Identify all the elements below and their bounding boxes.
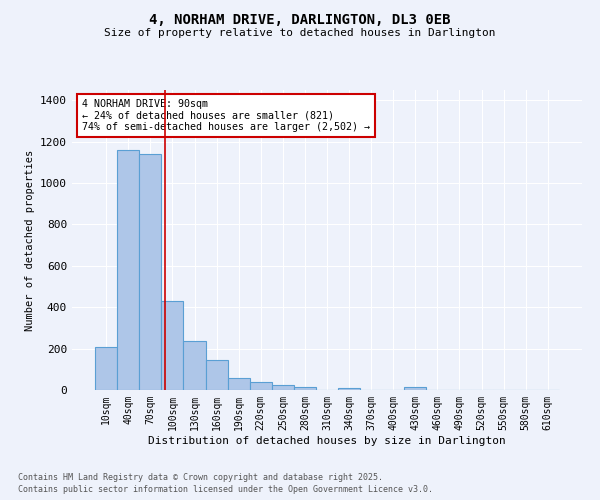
Bar (184, 342, 206, 390)
X-axis label: Distribution of detached houses by size in Darlington: Distribution of detached houses by size … (148, 436, 506, 446)
Bar (206, 360, 227, 390)
Text: Size of property relative to detached houses in Darlington: Size of property relative to detached ho… (104, 28, 496, 38)
Text: Contains HM Land Registry data © Crown copyright and database right 2025.: Contains HM Land Registry data © Crown c… (18, 472, 383, 482)
Bar (272, 385, 294, 390)
Bar (161, 301, 184, 390)
Bar (294, 388, 316, 390)
Bar (250, 382, 272, 390)
Text: 4 NORHAM DRIVE: 90sqm
← 24% of detached houses are smaller (821)
74% of semi-det: 4 NORHAM DRIVE: 90sqm ← 24% of detached … (82, 99, 370, 132)
Text: 4, NORHAM DRIVE, DARLINGTON, DL3 0EB: 4, NORHAM DRIVE, DARLINGTON, DL3 0EB (149, 12, 451, 26)
Text: Contains public sector information licensed under the Open Government Licence v3: Contains public sector information licen… (18, 485, 433, 494)
Bar (139, 154, 161, 390)
Bar (117, 150, 139, 390)
Bar (95, 346, 117, 390)
Bar (404, 387, 427, 390)
Bar (227, 378, 250, 390)
Y-axis label: Number of detached properties: Number of detached properties (25, 150, 35, 330)
Bar (338, 388, 360, 390)
